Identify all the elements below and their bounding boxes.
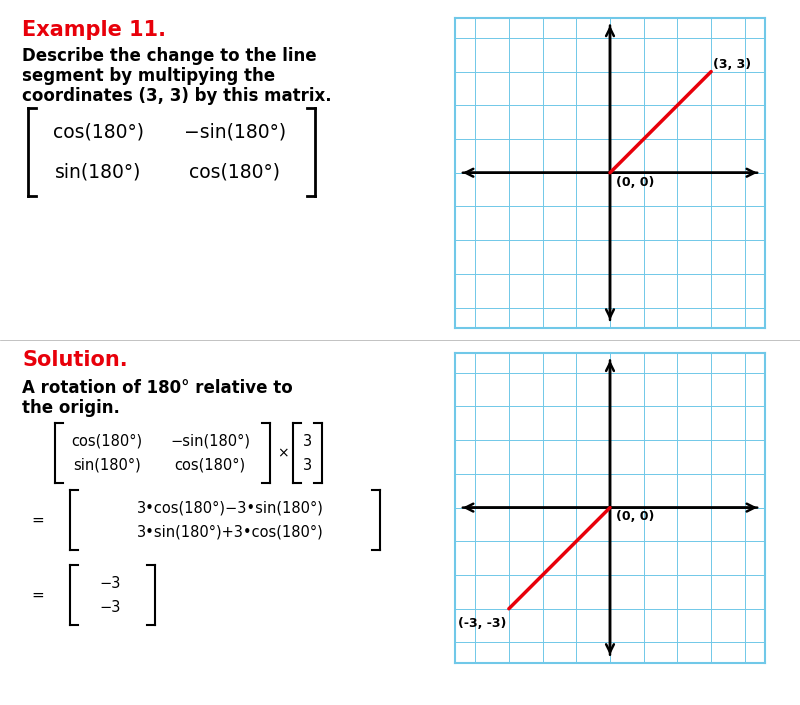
Text: cos(180°): cos(180°)	[190, 162, 281, 181]
Text: 3•cos(180°)−3•sin(180°): 3•cos(180°)−3•sin(180°)	[137, 501, 323, 515]
Text: sin(180°): sin(180°)	[73, 458, 141, 472]
Text: A rotation of 180° relative to: A rotation of 180° relative to	[22, 379, 293, 397]
Text: (0, 0): (0, 0)	[616, 510, 654, 523]
Text: (0, 0): (0, 0)	[616, 176, 654, 188]
Text: −sin(180°): −sin(180°)	[184, 123, 286, 142]
Text: (-3, -3): (-3, -3)	[458, 618, 506, 630]
Text: (3, 3): (3, 3)	[713, 58, 751, 70]
Text: cos(180°): cos(180°)	[71, 434, 142, 448]
Text: sin(180°): sin(180°)	[55, 162, 141, 181]
Text: Describe the change to the line: Describe the change to the line	[22, 47, 317, 65]
Text: =: =	[32, 587, 44, 603]
Text: 3•sin(180°)+3•cos(180°): 3•sin(180°)+3•cos(180°)	[137, 525, 323, 539]
Text: =: =	[32, 513, 44, 527]
Text: 3: 3	[303, 434, 313, 448]
Text: cos(180°): cos(180°)	[174, 458, 246, 472]
Text: −sin(180°): −sin(180°)	[170, 434, 250, 448]
Text: −3: −3	[99, 599, 121, 615]
Text: Solution.: Solution.	[22, 350, 128, 370]
Text: −3: −3	[99, 575, 121, 591]
Text: the origin.: the origin.	[22, 399, 120, 417]
Text: Example 11.: Example 11.	[22, 20, 166, 40]
Text: ×: ×	[277, 446, 289, 460]
Text: 3: 3	[303, 458, 313, 472]
Text: coordinates (3, 3) by this matrix.: coordinates (3, 3) by this matrix.	[22, 87, 332, 105]
Text: cos(180°): cos(180°)	[53, 123, 143, 142]
Text: segment by multipying the: segment by multipying the	[22, 67, 275, 85]
